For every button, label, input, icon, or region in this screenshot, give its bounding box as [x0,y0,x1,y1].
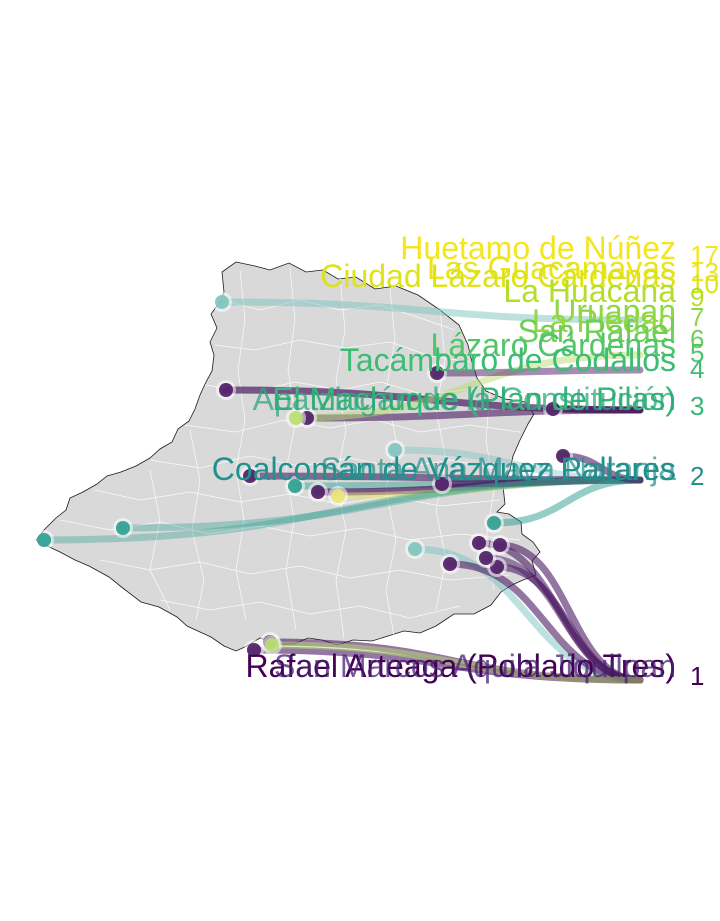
count-2: 2 [690,461,704,491]
label-group-3b: Apatzingán de la Constitución [253,381,676,417]
location-point [331,489,345,503]
flow-line [218,298,644,324]
label-guacamayas: Las Guacamayas [427,250,676,286]
flow-line [433,366,644,377]
label-huacana: La Huacana [503,273,676,309]
location-point [472,536,486,550]
location-point [311,485,325,499]
label-group-1b: San Marcos Aquila Jiquilpan [274,648,676,684]
location-point [546,402,560,416]
label-lazaro-cardenas: Lázaro Cárdenas [431,327,676,363]
flow-line [490,476,644,527]
location-point [243,469,257,483]
label-group-2b: Santa Ana Maya Naranja [320,451,676,487]
label-san-rafael: San Rafael [518,313,676,349]
location-point [388,443,402,457]
flow-line [482,554,644,684]
label-uruapan: Uruapan [553,293,676,329]
flow-line [40,476,644,544]
location-point [288,479,302,493]
location-point [493,538,507,552]
flow-line [268,641,644,684]
label-tacambaro: Tacámbaro de Codallos [340,342,676,378]
label-coalcoman: Coalcomán de Vázquez Pallares [212,451,676,487]
location-point [265,638,279,652]
count-5: 5 [690,338,704,368]
flow-line [292,351,644,422]
label-la-piedad: La Piedad [532,303,676,339]
count-7a: 7 [690,302,704,332]
flow-line [119,476,644,532]
label-huetamo: Huetamo de Núñez [400,230,676,266]
count-6: 6 [690,324,704,354]
location-point [487,516,501,530]
count-1: 1 [690,661,704,691]
location-point [289,411,303,425]
count-10: 10 [690,269,719,299]
label-group-1: Rafael Arteaga (Poblado Tres) [246,648,676,684]
location-point [247,643,261,657]
location-point [556,449,570,463]
flow-line [549,405,644,414]
count-4: 4 [690,354,704,384]
location-point [443,557,457,571]
count-3: 3 [690,391,704,421]
location-point [408,542,422,556]
location-point [215,295,229,309]
label-machuque: El Machuque (Plan de Pilas) [272,381,676,417]
location-point [219,383,233,397]
count-9: 9 [690,282,704,312]
label-lazaro-cardenas-city: Ciudad Lázaro Cárdenas [320,258,676,294]
location-point [479,551,493,565]
label-layer: Huetamo de Núñez 17 Las Guacamayas 13 Ci… [212,230,719,691]
location-points [34,292,573,660]
location-point [435,477,449,491]
location-point [430,366,444,380]
count-13: 13 [690,257,719,287]
count-17: 17 [690,240,719,270]
location-point [116,521,130,535]
flow-lines [40,298,644,684]
flow-line [559,452,644,484]
location-point [37,533,51,547]
